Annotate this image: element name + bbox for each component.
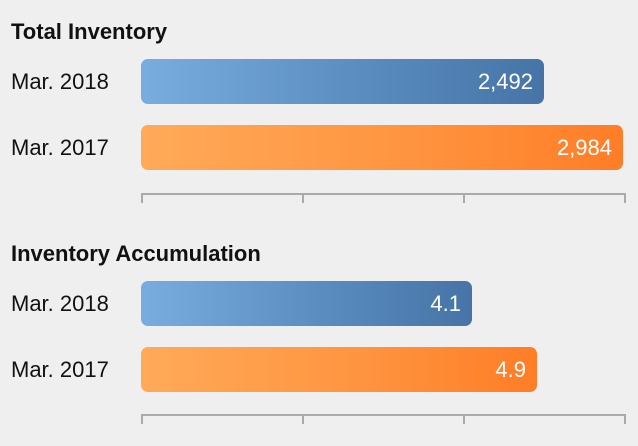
x-axis-line (141, 193, 626, 195)
x-axis-tick (463, 414, 465, 424)
bar-blue: 2,492 (141, 59, 544, 104)
x-axis-tick (141, 193, 143, 203)
bar-value-label: 2,984 (556, 135, 612, 160)
x-axis-line (141, 414, 626, 416)
x-axis-tick (463, 193, 465, 203)
x-axis-tick (624, 193, 626, 203)
bar-value-label: 4.1 (430, 291, 461, 316)
category-label: Mar. 2017 (11, 135, 109, 160)
x-axis-tick (624, 414, 626, 424)
bar-orange: 4.9 (141, 347, 537, 392)
bar-value-label: 2,492 (477, 69, 533, 94)
bar-blue: 4.1 (141, 281, 472, 326)
bar-orange: 2,984 (141, 125, 623, 170)
bar-value-label: 4.9 (495, 357, 526, 382)
x-axis-tick (302, 414, 304, 424)
x-axis-tick (141, 414, 143, 424)
chart-title: Total Inventory (11, 19, 168, 44)
category-label: Mar. 2018 (11, 291, 109, 316)
x-axis-tick (302, 193, 304, 203)
category-label: Mar. 2018 (11, 69, 109, 94)
category-label: Mar. 2017 (11, 357, 109, 382)
chart-title: Inventory Accumulation (11, 241, 261, 266)
